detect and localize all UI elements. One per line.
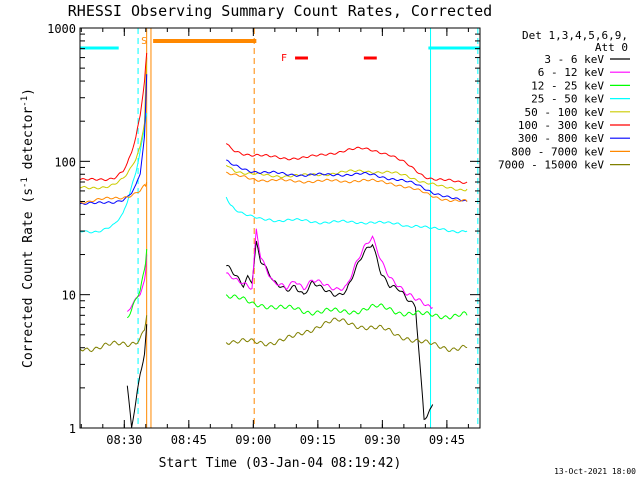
series-line-5-seg-1: [225, 143, 468, 184]
y-axis-label-sup1: -1: [20, 177, 30, 188]
y-axis-label-sup2: -1: [20, 96, 30, 107]
footer-date: 13-Oct-2021 18:00: [554, 467, 636, 476]
x-tick-label-0: 08:30: [106, 433, 142, 447]
ticks-layer: 08:30 08:45 09:00 09:15 09:30 09:45 1 10 100 1000: [47, 22, 480, 447]
y-axis-label-part3: ): [21, 88, 36, 96]
series-line-2-seg-0: [126, 248, 148, 319]
y-tick-label-1: 10: [62, 289, 76, 303]
series-line-3-seg-1: [225, 196, 468, 234]
x-tick-label-1: 08:45: [171, 433, 207, 447]
chart-title: RHESSI Observing Summary Count Rates, Co…: [68, 2, 492, 20]
series-line-7-seg-0: [79, 181, 148, 204]
plot-frame: [79, 27, 481, 429]
legend-label-5: 100 - 300 keV: [518, 119, 604, 132]
series-line-2-seg-1: [225, 294, 468, 320]
y-axis-label-part1: Corrected Count Rate (s: [21, 188, 36, 368]
y-axis-label: Corrected Count Rate (s-1 detector-1): [20, 88, 36, 368]
series-line-5-seg-0: [79, 52, 148, 182]
legend-label-8: 7000 - 15000 keV: [498, 159, 604, 172]
y-tick-label-3: 1000: [47, 22, 76, 36]
series-line-4-seg-0: [79, 57, 148, 190]
x-tick-label-5: 09:45: [429, 433, 465, 447]
saa-label: S: [141, 36, 147, 47]
series-line-3-seg-0: [79, 113, 148, 234]
series-layer: [79, 52, 468, 428]
legend-label-2: 12 - 25 keV: [531, 79, 604, 92]
y-axis-label-part2: detector: [21, 107, 36, 178]
y-tick-label-0: 1: [69, 422, 76, 436]
x-axis-label: Start Time (03-Jan-04 08:19:42): [159, 456, 402, 471]
legend-label-1: 6 - 12 keV: [538, 66, 605, 79]
series-line-0-seg-0: [126, 324, 148, 428]
x-tick-label-3: 09:15: [300, 433, 336, 447]
legend-label-0: 3 - 6 keV: [544, 53, 604, 66]
series-line-4-seg-1: [225, 164, 468, 192]
series-line-8-seg-1: [225, 317, 468, 352]
x-tick-label-2: 09:00: [235, 433, 271, 447]
legend-label-6: 300 - 800 keV: [518, 132, 604, 145]
legend-header-1: Att 0: [595, 41, 628, 54]
legend-label-3: 25 - 50 keV: [531, 93, 604, 106]
flare-label: F: [281, 53, 287, 64]
legend-label-4: 50 - 100 keV: [525, 106, 605, 119]
series-line-1-seg-1: [226, 228, 433, 310]
legend-header-0: Det 1,3,4,5,6,9,: [522, 29, 628, 42]
series-line-8-seg-0: [79, 315, 148, 353]
y-tick-label-2: 100: [54, 155, 76, 169]
series-line-0-seg-1: [226, 240, 434, 421]
flags-layer: SF: [79, 28, 480, 428]
legend-label-7: 800 - 7000 keV: [511, 145, 604, 158]
series-line-6-seg-1: [226, 159, 468, 202]
series-line-7-seg-1: [225, 171, 468, 202]
x-tick-label-4: 09:30: [364, 433, 400, 447]
series-line-6-seg-0: [79, 74, 148, 205]
